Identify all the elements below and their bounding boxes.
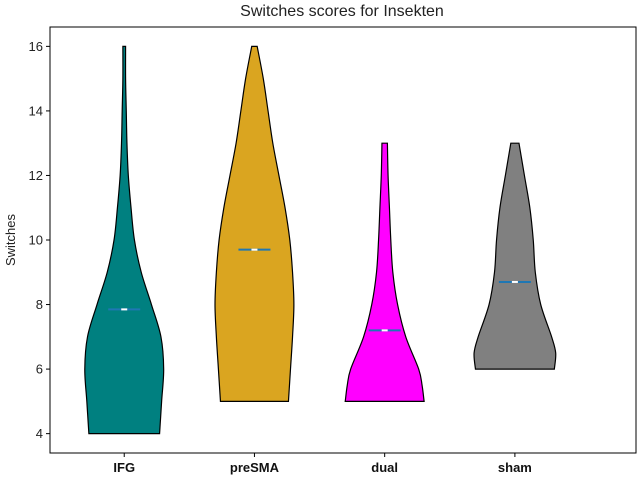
x-axis-ticks: IFG preSMA dual sham [113,453,532,475]
y-tick-label: 8 [36,297,43,312]
y-tick-label: 12 [29,168,43,183]
y-tick-label: 4 [36,426,43,441]
violin-group [84,45,557,435]
mean-markers [108,248,531,332]
y-tick-label: 14 [29,103,43,118]
x-tick-label-sham: sham [498,460,532,475]
y-tick-label: 10 [29,233,43,248]
y-tick-label: 16 [29,39,43,54]
y-axis-label: Switches [3,213,18,266]
violin-sham [473,142,557,370]
x-tick-label-dual: dual [371,460,398,475]
violin-presma [214,45,295,402]
x-tick-label-ifg: IFG [113,460,135,475]
x-tick-label-presma: preSMA [230,460,280,475]
violin-dual [344,142,425,402]
y-axis-ticks: 4 6 8 10 12 14 16 [29,39,50,441]
y-tick-label: 6 [36,362,43,377]
chart-title: Switches scores for Insekten [240,3,444,20]
violin-ifg [84,45,165,435]
